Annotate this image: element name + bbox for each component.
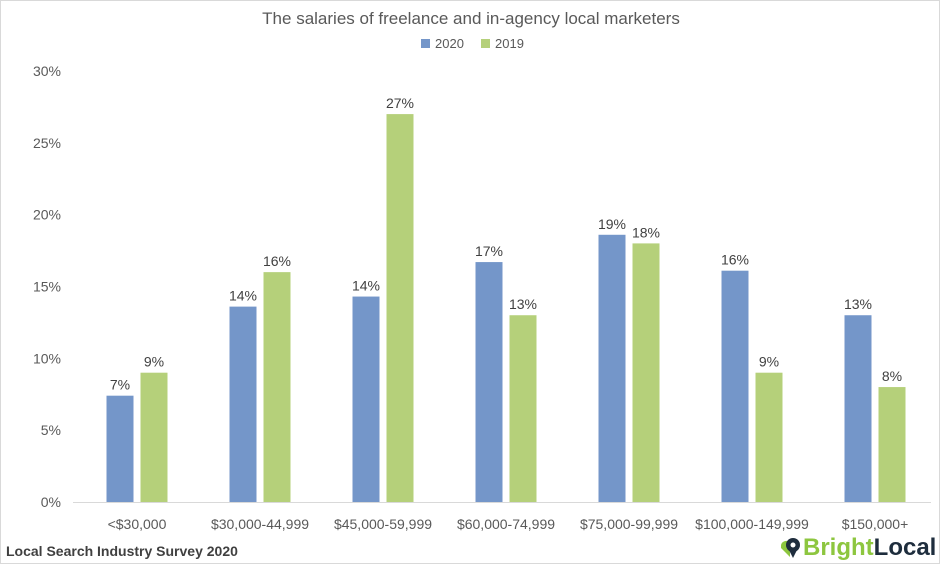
bar-2019: [755, 372, 783, 502]
data-label-2019: 16%: [263, 253, 291, 269]
data-label-2020: 13%: [844, 296, 872, 312]
data-label-2019: 8%: [882, 368, 902, 384]
bar-2019: [632, 243, 660, 502]
bar-2019: [509, 315, 537, 502]
y-tick-label: 5%: [41, 422, 61, 438]
x-tick-label: <$30,000: [108, 516, 167, 532]
x-tick-label: $45,000-59,999: [334, 516, 432, 532]
legend-label-2020: 2020: [435, 36, 464, 51]
brightlocal-logo: Bright Local: [777, 534, 936, 562]
logo-text-bright: Bright: [803, 534, 874, 561]
bar-2020: [721, 270, 749, 502]
source-note: Local Search Industry Survey 2020: [6, 543, 238, 559]
y-tick-label: 20%: [33, 207, 61, 223]
x-tick-label: $100,000-149,999: [695, 516, 809, 532]
bar-2020: [844, 315, 872, 502]
bar-2020: [229, 306, 257, 502]
bar-2020: [106, 395, 134, 502]
y-tick-label: 0%: [41, 494, 61, 510]
chart-title: The salaries of freelance and in-agency …: [262, 9, 680, 28]
data-label-2019: 9%: [759, 354, 779, 370]
logo-text-local: Local: [873, 534, 937, 561]
data-label-2020: 14%: [352, 278, 380, 294]
data-label-2020: 17%: [475, 243, 503, 259]
map-pin-heart-icon: [781, 538, 800, 558]
data-label-2019: 13%: [509, 296, 537, 312]
x-tick-label: $150,000+: [842, 516, 909, 532]
bar-2019: [140, 372, 168, 502]
x-tick-label: $60,000-74,999: [457, 516, 555, 532]
bar-2020: [475, 262, 503, 502]
data-label-2019: 18%: [632, 224, 660, 240]
bar-2019: [386, 114, 414, 502]
legend-swatch-2019: [481, 39, 490, 48]
bar-2020: [598, 234, 626, 502]
bar-chart: The salaries of freelance and in-agency …: [33, 9, 931, 532]
data-label-2020: 14%: [229, 288, 257, 304]
bar-2019: [878, 387, 906, 502]
data-label-2020: 19%: [598, 216, 626, 232]
data-label-2019: 27%: [386, 95, 414, 111]
legend-label-2019: 2019: [495, 36, 524, 51]
y-tick-label: 10%: [33, 350, 61, 366]
x-tick-label: $75,000-99,999: [580, 516, 678, 532]
data-label-2020: 16%: [721, 252, 749, 268]
x-tick-label: $30,000-44,999: [211, 516, 309, 532]
legend-swatch-2020: [421, 39, 430, 48]
bar-2020: [352, 296, 380, 502]
y-tick-label: 30%: [33, 63, 61, 79]
bar-2019: [263, 272, 291, 502]
y-tick-label: 15%: [33, 279, 61, 295]
data-label-2019: 9%: [144, 354, 164, 370]
data-label-2020: 7%: [110, 377, 130, 393]
y-tick-label: 25%: [33, 135, 61, 151]
